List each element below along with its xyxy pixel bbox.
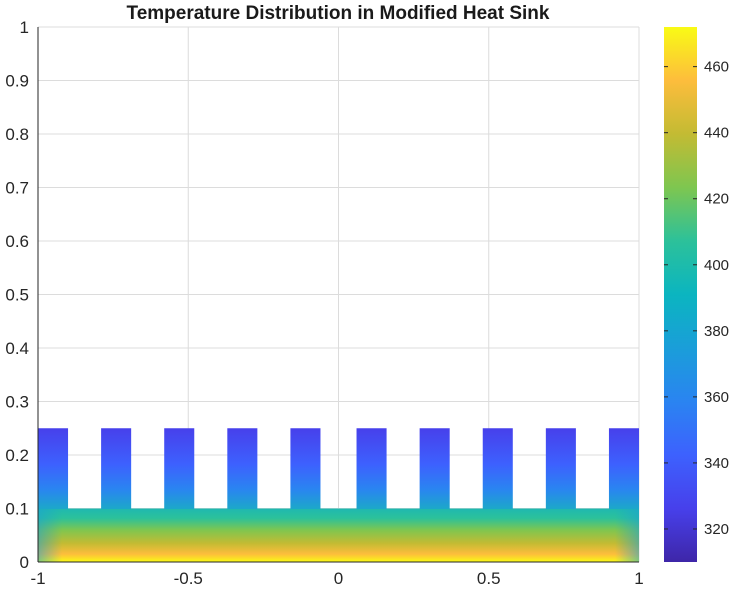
heat-sink-fin-8 [482, 428, 513, 509]
y-tick-label: 0.1 [5, 500, 29, 519]
x-tick-label: 0 [334, 569, 343, 588]
y-tick-label: 0.2 [5, 446, 29, 465]
x-tick-label: -1 [30, 569, 45, 588]
y-tick-labels: 0 0.1 0.2 0.3 0.4 0.5 0.6 0.7 0.8 0.9 1 [5, 18, 29, 572]
heat-sink-fin-2 [101, 428, 132, 509]
colorbar-tick-label: 400 [704, 257, 729, 274]
y-tick-label: 0 [20, 553, 29, 572]
grid-lines [37, 26, 640, 563]
x-tick-label: 1 [634, 569, 643, 588]
heat-sink-fin-1 [38, 428, 69, 509]
heat-sink-fin-3 [164, 428, 195, 509]
colorbar-tick-label: 420 [704, 191, 729, 208]
temperature-field [38, 428, 639, 562]
x-tick-labels: -1 -0.5 0 0.5 1 [30, 569, 643, 588]
heat-sink-fin-5 [290, 428, 321, 509]
x-tick-label: 0.5 [477, 569, 501, 588]
y-tick-label: 0.3 [5, 393, 29, 412]
heat-sink-fin-4 [227, 428, 258, 509]
axes [37, 27, 639, 563]
x-tick-label: -0.5 [174, 569, 203, 588]
colorbar-tick-label: 340 [704, 455, 729, 472]
colorbar-tick-label: 440 [704, 125, 729, 142]
heat-sink-base-edge-shade [38, 508, 639, 562]
colorbar-tick-label: 360 [704, 389, 729, 406]
colorbar [664, 27, 697, 562]
colorbar-tick-label: 380 [704, 323, 729, 340]
heat-sink-fin-10 [608, 428, 639, 509]
colorbar-tick-label: 320 [704, 521, 729, 538]
chart-title: Temperature Distribution in Modified Hea… [127, 3, 550, 24]
colorbar-tick-label: 460 [704, 59, 729, 76]
y-tick-label: 0.9 [5, 72, 29, 91]
colorbar-tick-labels: 320 340 360 380 400 420 440 460 [664, 59, 729, 538]
y-tick-label: 1 [20, 18, 29, 37]
heat-sink-fin-7 [419, 428, 450, 509]
y-tick-label: 0.6 [5, 232, 29, 251]
y-tick-label: 0.8 [5, 125, 29, 144]
y-tick-label: 0.4 [5, 339, 29, 358]
y-tick-label: 0.5 [5, 286, 29, 305]
heat-sink-fin-9 [545, 428, 576, 509]
heat-sink-fin-6 [356, 428, 387, 509]
y-tick-label: 0.7 [5, 179, 29, 198]
